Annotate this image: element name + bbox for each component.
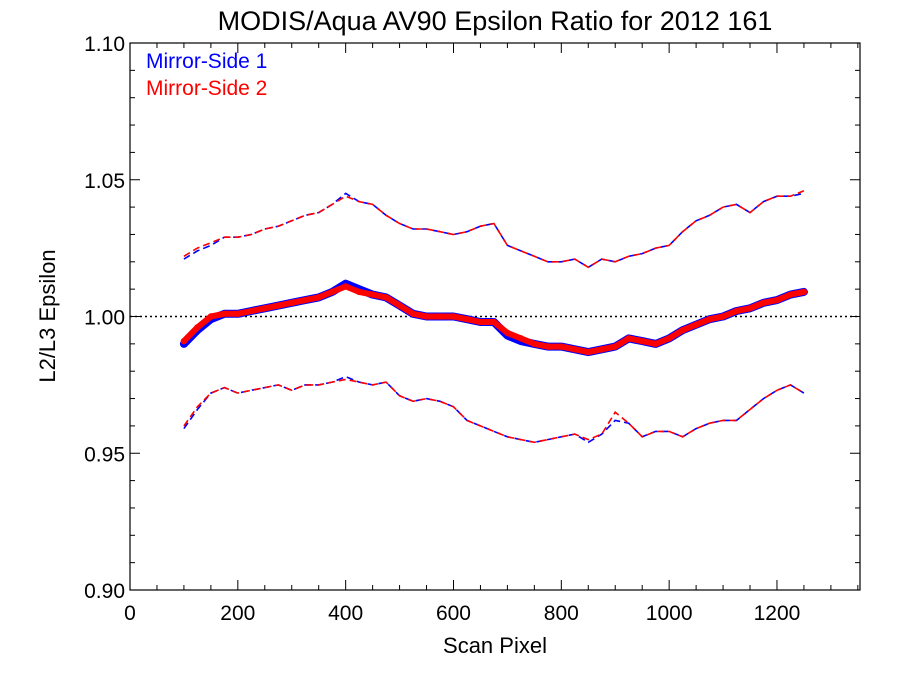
- series-mirror-side-2-point: [612, 343, 619, 350]
- series-mirror-side-2-point: [746, 305, 754, 312]
- y-axis-label: L2/L3 Epsilon: [35, 249, 60, 382]
- x-tick-label: 600: [436, 602, 471, 625]
- series-mirror-side-2-point: [275, 302, 282, 309]
- series-mirror-side-2-point: [450, 313, 457, 320]
- series-mirror-side-2-point: [665, 335, 673, 342]
- series-mirror-side-2-point: [382, 294, 390, 301]
- series-mirror-side-2-point: [396, 302, 403, 309]
- y-tick-label: 0.95: [84, 443, 125, 466]
- series-mirror-side-2-lower-bound: [183, 378, 805, 444]
- series-mirror-side-2-point: [531, 340, 538, 348]
- series-mirror-side-2-point: [719, 313, 727, 320]
- y-tick-label: 1.05: [84, 170, 125, 193]
- x-tick-label: 1200: [754, 602, 801, 625]
- legend-label-mirror-side-1: Mirror-Side 1: [146, 50, 267, 73]
- series-mirror-side-2-point: [409, 310, 417, 317]
- series-mirror-side-2-point: [355, 288, 363, 296]
- x-tick-label: 800: [544, 602, 579, 625]
- series-mirror-side-2-point: [194, 324, 201, 331]
- series-mirror-side-2-point: [207, 313, 215, 320]
- series-mirror-side-2-point: [477, 318, 484, 326]
- series-mirror-side-2-point: [234, 310, 242, 317]
- chart-title: MODIS/Aqua AV90 Epsilon Ratio for 2012 1…: [218, 6, 773, 36]
- series-mirror-side-2-point: [369, 291, 376, 298]
- series-mirror-side-1-lower-bound: [183, 375, 805, 444]
- series-mirror-side-2-point: [463, 316, 471, 323]
- y-tick-label: 1.00: [84, 307, 125, 330]
- series-mirror-side-2-point: [180, 337, 188, 345]
- series-mirror-side-2-point: [504, 329, 511, 337]
- x-tick-label: 0: [124, 602, 136, 625]
- x-tick-label: 1000: [646, 602, 693, 625]
- series-mirror-side-2-point: [787, 291, 794, 298]
- series-mirror-side-2-point: [706, 316, 713, 323]
- series-mirror-side-2-point: [221, 310, 228, 317]
- series-mirror-side-2-point: [638, 337, 646, 345]
- series-mirror-side-1-upper-bound: [183, 192, 805, 269]
- series-mirror-side-2-upper-bound: [183, 189, 805, 269]
- series-mirror-side-2-point: [517, 335, 525, 342]
- series-mirror-side-2-point: [315, 294, 322, 301]
- y-tick-label: 1.10: [84, 33, 125, 56]
- series-mirror-side-2-point: [436, 313, 444, 320]
- legend-label-mirror-side-2: Mirror-Side 2: [146, 77, 267, 100]
- series-mirror-side-2-point: [585, 348, 592, 356]
- legend: Mirror-Side 1 Mirror-Side 2: [146, 50, 267, 100]
- series-mirror-side-2-point: [571, 346, 578, 353]
- y-tick-label: 0.90: [84, 580, 125, 603]
- series-mirror-side-2-point: [288, 299, 295, 307]
- series-mirror-side-2-point: [302, 296, 309, 304]
- series-mirror-side-2-point: [558, 343, 565, 350]
- series-mirror-side-2-point: [342, 283, 349, 290]
- series-mirror-side-2-point: [544, 343, 552, 350]
- series-mirror-side-2-point: [261, 305, 268, 312]
- series-mirror-side-2-point: [598, 346, 605, 353]
- series-mirror-side-2-point: [760, 299, 767, 307]
- series-mirror-side-2-point: [692, 321, 700, 328]
- x-tick-label: 400: [328, 602, 363, 625]
- series-mirror-side-2-point: [625, 335, 632, 342]
- series-mirror-side-2-point: [773, 296, 781, 304]
- series-mirror-side-2-point: [733, 307, 740, 315]
- x-axis-label: Scan Pixel: [443, 633, 547, 658]
- series-mirror-side-2-point: [679, 326, 686, 334]
- series-mirror-side-2-point: [800, 288, 808, 296]
- series-mirror-side-2-point: [490, 318, 498, 326]
- series-mirror-side-2-point: [248, 307, 255, 315]
- series-mirror-side-2-point: [652, 340, 659, 348]
- series-mirror-side-2-point: [423, 313, 430, 320]
- x-tick-label: 200: [220, 602, 255, 625]
- series-mirror-side-2-point: [328, 288, 336, 296]
- plot-area: 0 200 400 600 800 1000 1200 0.90 0.95 1.00 1.05 1.1…: [84, 33, 861, 625]
